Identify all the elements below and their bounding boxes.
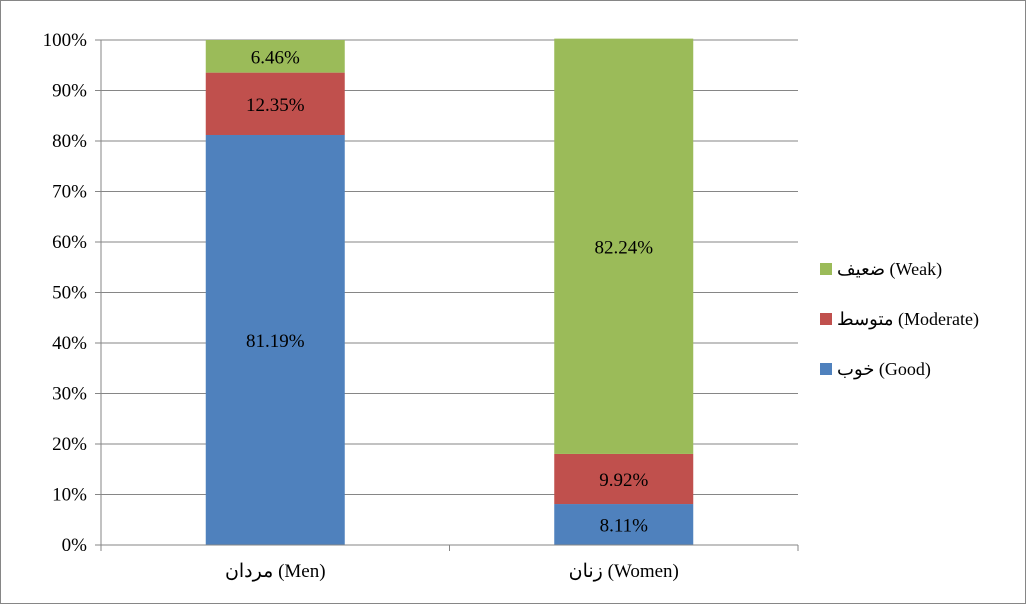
y-tick-label: 30% [52, 384, 87, 405]
bar-segment [554, 504, 694, 545]
legend-label: ضعیف (Weak) [837, 259, 942, 280]
data-labels: 81.19% 12.35% 6.46% 8.11% 9.92% 82.24% [246, 47, 653, 536]
y-tick-label: 100% [43, 30, 88, 51]
legend-swatch [820, 313, 832, 325]
bar-segment [554, 453, 694, 505]
y-tick-label: 80% [52, 131, 87, 152]
x-axis-category-labels: مردان (Men) زنان (Women) [225, 561, 679, 582]
legend-swatch [820, 363, 832, 375]
legend-label: متوسط (Moderate) [837, 309, 979, 330]
y-axis-tick-labels: 0% 10% 20% 30% 40% 50% 60% 70% 80% 90% 100% [43, 30, 88, 556]
y-tick-label: 20% [52, 434, 87, 455]
y-tick-label: 0% [62, 535, 88, 556]
bar-segment [205, 40, 345, 73]
bars [205, 38, 694, 546]
data-label: 82.24% [594, 237, 653, 258]
legend-label: خوب (Good) [837, 359, 931, 380]
bar-segment [205, 72, 345, 135]
x-category-label: زنان (Women) [569, 561, 679, 582]
data-label: 6.46% [251, 47, 300, 68]
data-label: 8.11% [600, 516, 649, 537]
data-label: 81.19% [246, 331, 305, 352]
y-tick-label: 60% [52, 232, 87, 253]
y-tick-label: 10% [52, 485, 87, 506]
bar-segment [554, 38, 694, 454]
legend-swatch [820, 263, 832, 275]
data-label: 12.35% [246, 95, 305, 116]
y-tick-label: 90% [52, 81, 87, 102]
y-tick-label: 70% [52, 182, 87, 203]
data-label: 9.92% [599, 470, 648, 491]
bar-segment [205, 134, 345, 546]
axes [95, 39, 799, 551]
y-tick-label: 40% [52, 333, 87, 354]
y-tick-label: 50% [52, 283, 87, 304]
legend: ضعیف (Weak) متوسط (Moderate) خوب (Good) [820, 259, 979, 380]
x-category-label: مردان (Men) [225, 561, 326, 582]
